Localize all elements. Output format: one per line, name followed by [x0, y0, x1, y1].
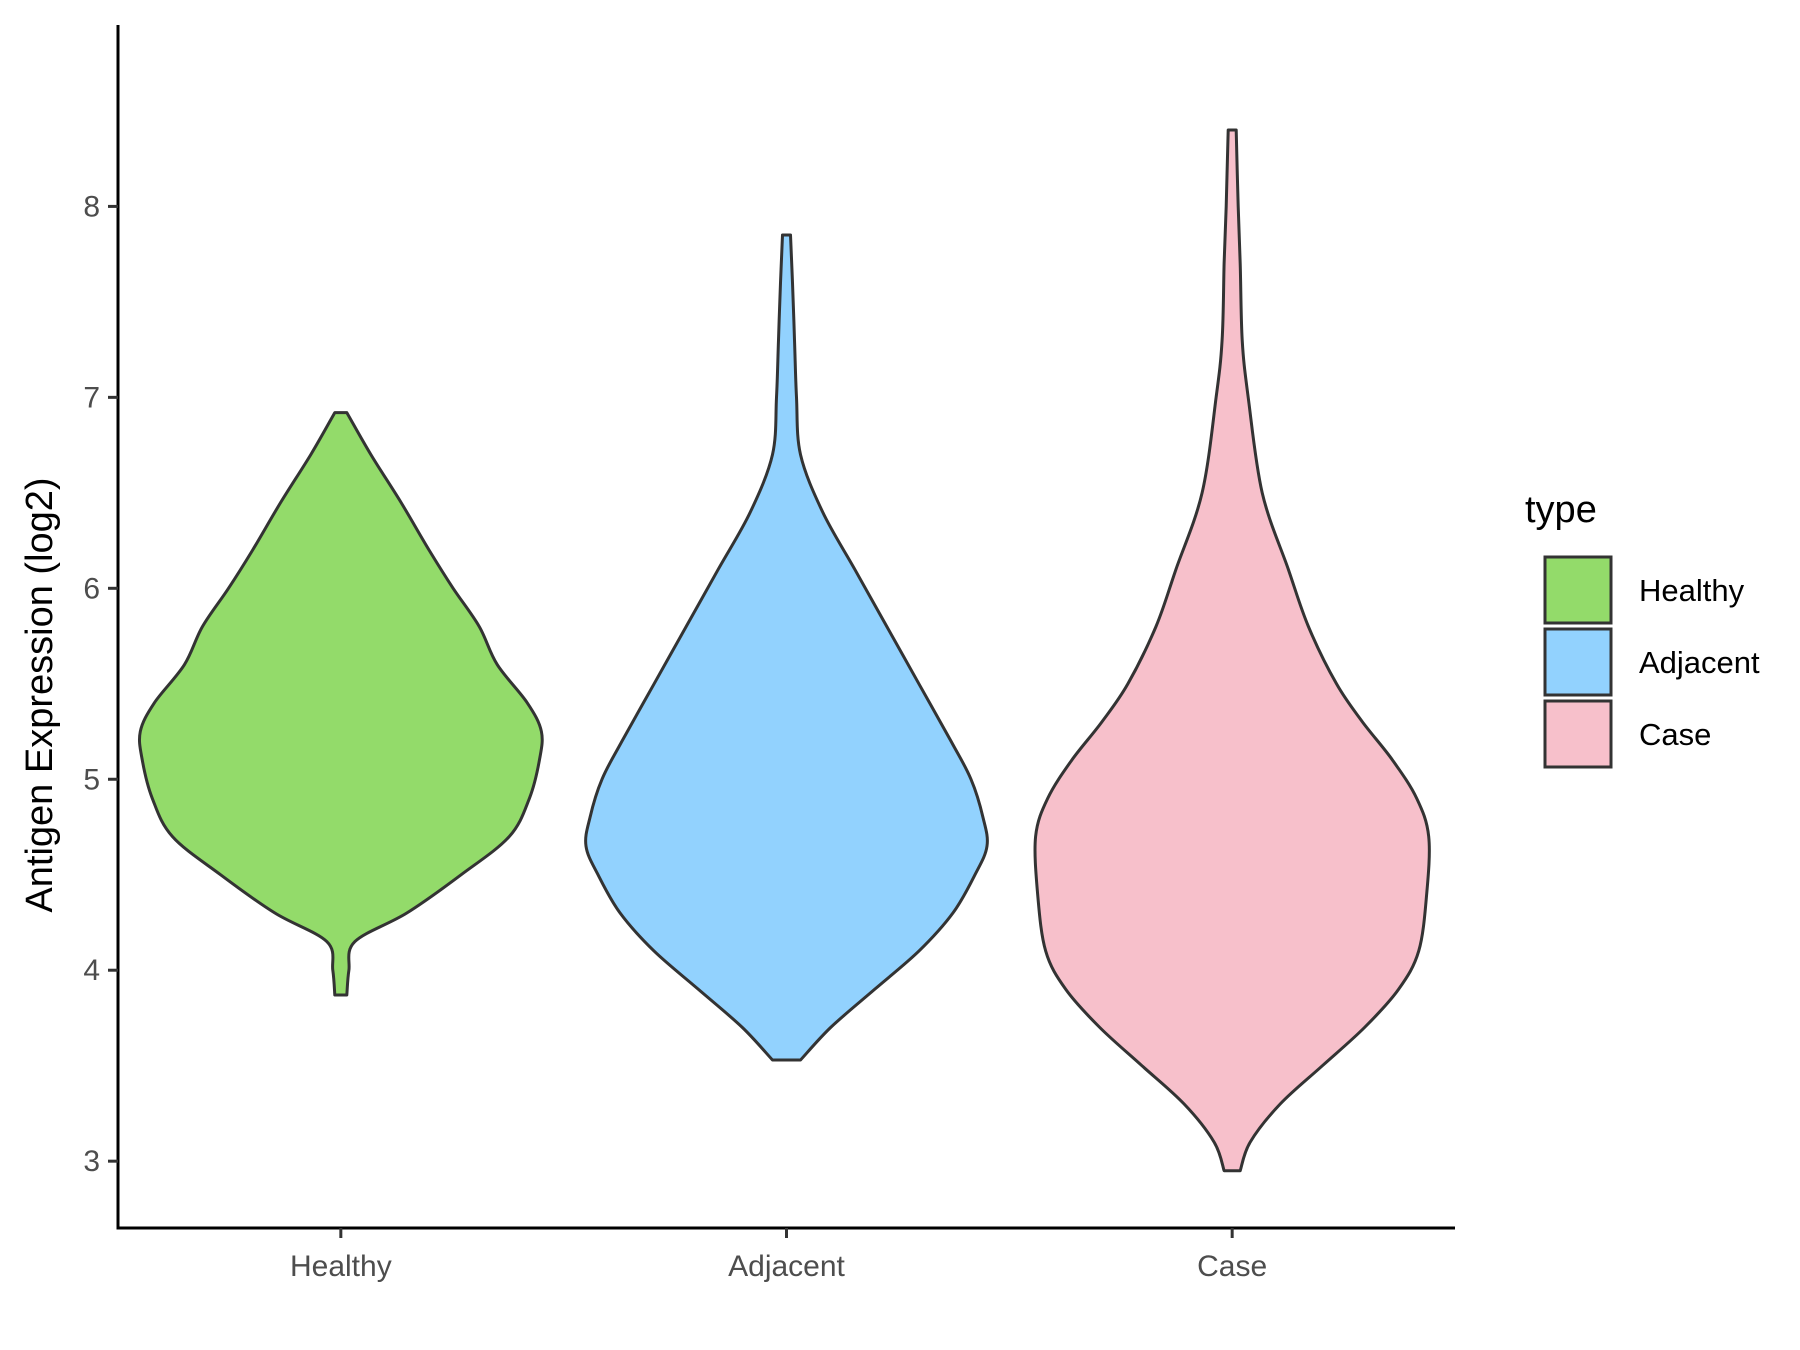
y-tick-label-3: 3: [83, 1145, 100, 1178]
x-tick-label-adjacent: Adjacent: [728, 1250, 845, 1283]
violin-healthy: [137, 411, 544, 997]
y-tick-label-4: 4: [83, 954, 100, 987]
y-tick-label-5: 5: [83, 763, 100, 796]
x-tick-label-case: Case: [1197, 1250, 1267, 1283]
violin-adjacent: [584, 233, 989, 1062]
y-tick-label-8: 8: [83, 190, 100, 223]
legend-label-adjacent: Adjacent: [1639, 645, 1760, 680]
x-tick-label-healthy: Healthy: [290, 1250, 392, 1283]
legend-key-healthy: [1543, 555, 1613, 625]
violin-case: [1033, 128, 1431, 1173]
legend-key-adjacent: [1543, 627, 1613, 697]
legend-label-healthy: Healthy: [1639, 573, 1745, 608]
axes-group: 3 4 5 6 7 8 Healthy Adjacent Case: [83, 25, 1455, 1283]
legend-label-case: Case: [1639, 717, 1711, 752]
legend: type Healthy Adjacent Case: [1525, 489, 1760, 769]
violins-group: [137, 128, 1431, 1173]
y-tick-label-7: 7: [83, 381, 100, 414]
y-axis-title: Antigen Expression (log2): [19, 477, 61, 912]
y-tick-label-6: 6: [83, 572, 100, 605]
legend-key-case: [1543, 699, 1613, 769]
legend-title: type: [1525, 489, 1597, 531]
